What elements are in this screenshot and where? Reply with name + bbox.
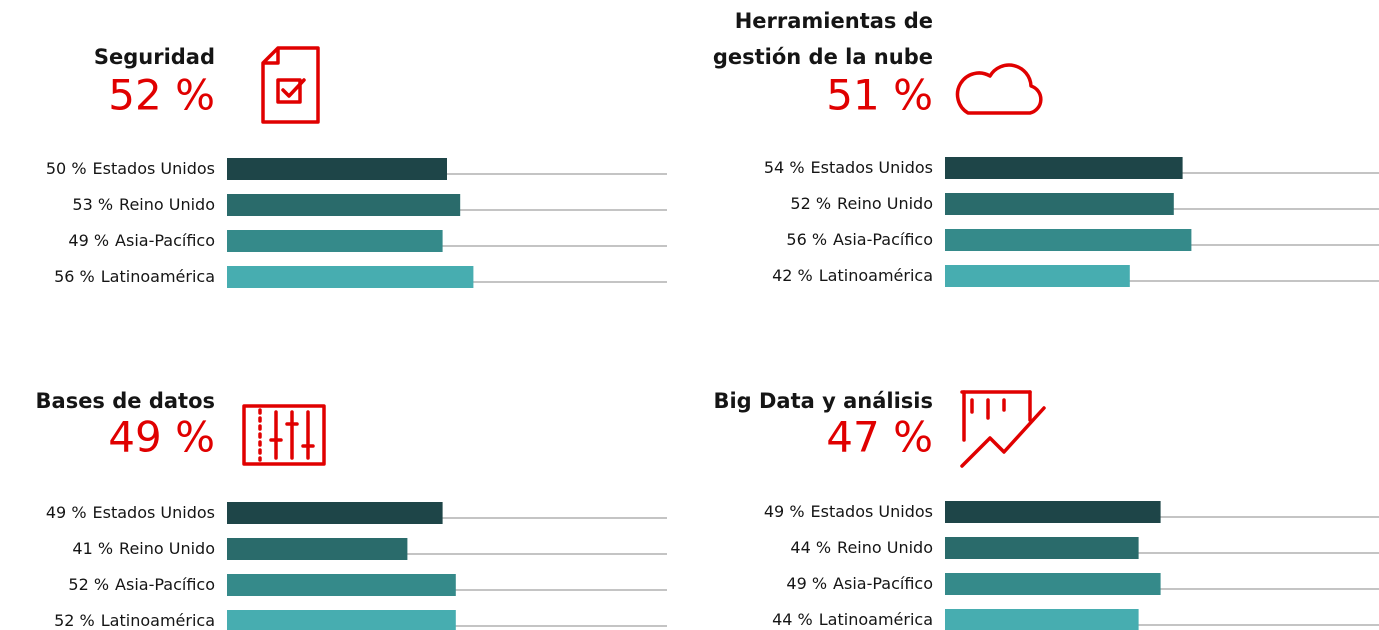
category-name: Estados Unidos	[811, 158, 933, 177]
value-label: 56 %	[54, 267, 95, 286]
value-label: 49 %	[786, 574, 827, 593]
bar	[945, 157, 1183, 179]
category-label: 49 % Asia-Pacífico	[786, 574, 933, 593]
category-name: Asia-Pacífico	[833, 574, 933, 593]
bar	[227, 194, 461, 216]
bar	[227, 230, 443, 252]
category-label: 44 % Reino Unido	[790, 538, 933, 557]
value-label: 53 %	[72, 195, 113, 214]
bar	[227, 610, 456, 630]
category-label: 49 % Asia-Pacífico	[68, 231, 215, 250]
category-label: 53 % Reino Unido	[72, 195, 215, 214]
category-name: Latinoamérica	[819, 266, 933, 285]
value-label: 56 %	[786, 230, 827, 249]
category-label: 52 % Reino Unido	[790, 194, 933, 213]
cloud-icon	[955, 63, 1043, 115]
category-name: Estados Unidos	[93, 503, 215, 522]
category-label: 49 % Estados Unidos	[764, 502, 933, 521]
value-label: 49 %	[764, 502, 805, 521]
chart-title: Big Data y análisis	[713, 389, 933, 413]
category-label: 44 % Latinoamérica	[772, 610, 933, 629]
chart-title: Herramientas de	[735, 9, 933, 33]
analytics-icon	[960, 390, 1046, 468]
value-label: 44 %	[772, 610, 813, 629]
sliders-icon	[242, 404, 326, 466]
value-label: 52 %	[68, 575, 109, 594]
total-label: 52 %	[108, 71, 215, 120]
category-label: 52 % Asia-Pacífico	[68, 575, 215, 594]
chart-title: Bases de datos	[36, 389, 215, 413]
document-icon	[261, 46, 320, 124]
chart-title: gestión de la nube	[713, 45, 933, 69]
total-label: 47 %	[826, 413, 933, 462]
category-label: 42 % Latinoamérica	[772, 266, 933, 285]
category-name: Reino Unido	[119, 539, 215, 558]
value-label: 41 %	[72, 539, 113, 558]
category-label: 41 % Reino Unido	[72, 539, 215, 558]
bar	[945, 609, 1139, 630]
bar	[945, 193, 1174, 215]
bar	[227, 538, 408, 560]
category-label: 56 % Latinoamérica	[54, 267, 215, 286]
category-label: 52 % Latinoamérica	[54, 611, 215, 630]
category-label: 54 % Estados Unidos	[764, 158, 933, 177]
value-label: 52 %	[790, 194, 831, 213]
category-name: Asia-Pacífico	[833, 230, 933, 249]
value-label: 49 %	[46, 503, 87, 522]
bar	[945, 501, 1161, 523]
category-name: Asia-Pacífico	[115, 231, 215, 250]
bar	[227, 574, 456, 596]
value-label: 50 %	[46, 159, 87, 178]
bar	[945, 537, 1139, 559]
total-label: 49 %	[108, 413, 215, 462]
total-label: 51 %	[826, 71, 933, 120]
bar	[227, 158, 447, 180]
category-label: 49 % Estados Unidos	[46, 503, 215, 522]
category-name: Latinoamérica	[101, 611, 215, 630]
value-label: 42 %	[772, 266, 813, 285]
category-label: 50 % Estados Unidos	[46, 159, 215, 178]
value-label: 52 %	[54, 611, 95, 630]
category-name: Reino Unido	[119, 195, 215, 214]
bar	[945, 229, 1192, 251]
value-label: 49 %	[68, 231, 109, 250]
bar	[945, 573, 1161, 595]
category-name: Asia-Pacífico	[115, 575, 215, 594]
bar	[945, 265, 1130, 287]
category-name: Estados Unidos	[93, 159, 215, 178]
bar	[227, 502, 443, 524]
bar	[227, 266, 474, 288]
category-name: Reino Unido	[837, 194, 933, 213]
category-label: 56 % Asia-Pacífico	[786, 230, 933, 249]
value-label: 44 %	[790, 538, 831, 557]
chart-title: Seguridad	[94, 45, 215, 69]
category-name: Latinoamérica	[819, 610, 933, 629]
value-label: 54 %	[764, 158, 805, 177]
category-name: Estados Unidos	[811, 502, 933, 521]
category-name: Reino Unido	[837, 538, 933, 557]
category-name: Latinoamérica	[101, 267, 215, 286]
